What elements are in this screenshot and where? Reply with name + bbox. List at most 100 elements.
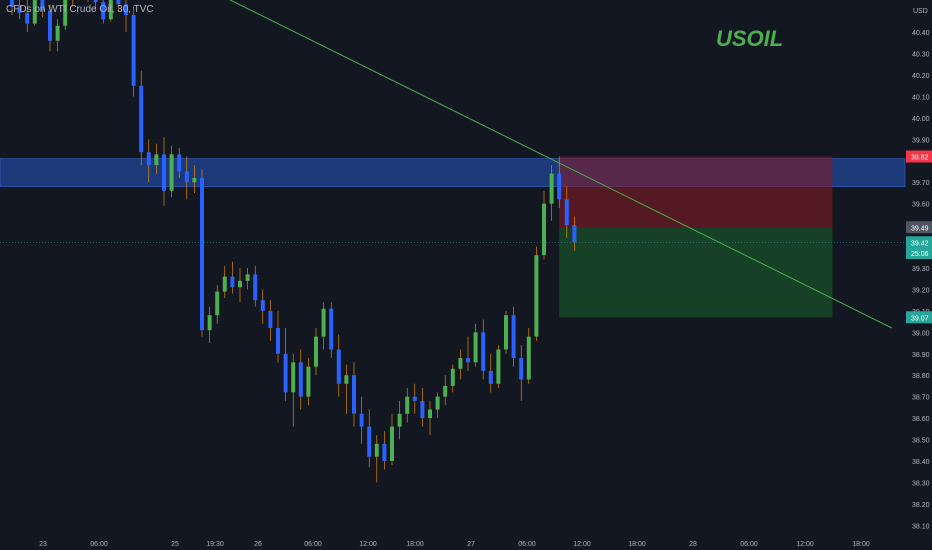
y-tick-label: 39.70 <box>912 180 930 187</box>
candle-body <box>93 0 98 3</box>
y-tick-label: 38.80 <box>912 373 930 380</box>
candle-body <box>177 154 182 172</box>
candle-body <box>215 291 220 316</box>
candle-body <box>367 426 372 457</box>
candle-body <box>382 443 387 461</box>
price-tag-label: 39.82 <box>911 155 929 162</box>
candle-body <box>10 0 14 7</box>
x-tick-label: 25 <box>171 541 179 548</box>
candle-body <box>184 171 189 183</box>
candle-body <box>329 308 334 350</box>
y-tick-label: 40.00 <box>912 116 930 123</box>
candle-body <box>238 280 242 288</box>
candle-body <box>200 177 204 331</box>
candle-body <box>63 0 68 26</box>
candle-body <box>458 358 463 369</box>
price-tag-bg <box>906 236 932 249</box>
candle-body <box>336 349 341 384</box>
candle-body <box>245 274 250 281</box>
price-tag-bg <box>906 311 932 324</box>
candle-body <box>496 349 501 384</box>
candle-body <box>504 315 508 350</box>
candle-body <box>283 353 288 393</box>
x-tick-label: 12:00 <box>573 541 591 548</box>
candle-body <box>374 443 379 457</box>
x-tick-label: 18:00 <box>852 541 870 548</box>
symbol-label: USOIL <box>716 26 784 51</box>
x-tick-label: 06:00 <box>518 541 536 548</box>
y-tick-label: 39.00 <box>912 330 930 337</box>
y-axis: 40.40 40.30 40.20 40.10 40.00 39.90 39.70 39.60… <box>912 30 930 530</box>
price-tag-label: 25:06 <box>911 251 929 258</box>
y-tick-label: 39.20 <box>912 287 930 294</box>
candle-body <box>564 199 569 226</box>
take-profit-area <box>559 227 833 318</box>
x-tick-label: 19:30 <box>206 541 224 548</box>
candle-body <box>534 255 539 337</box>
x-tick-label: 12:00 <box>796 541 814 548</box>
y-tick-label: 39.90 <box>912 137 930 144</box>
y-tick-label: 38.40 <box>912 459 930 466</box>
candle-body <box>48 10 52 41</box>
candle-body <box>32 0 37 24</box>
x-tick-label: 28 <box>689 541 697 548</box>
price-tag-bg <box>906 246 932 259</box>
candle-body <box>154 154 159 166</box>
x-tick-label: 12:00 <box>359 541 377 548</box>
price-tag-label: 39.07 <box>911 315 929 322</box>
candle-body <box>146 152 151 166</box>
candle-body <box>359 413 364 427</box>
currency-label: USD <box>913 8 928 15</box>
candle-body <box>549 173 554 204</box>
y-tick-label: 40.10 <box>912 94 930 101</box>
candles <box>10 0 577 483</box>
candle-body <box>116 0 121 5</box>
y-tick-label: 38.30 <box>912 480 930 487</box>
candle-body <box>298 362 303 397</box>
candle-body <box>162 154 166 191</box>
trend-line <box>229 0 893 329</box>
candle-body <box>230 276 235 288</box>
candle-body <box>412 396 417 401</box>
candle-body <box>40 0 45 11</box>
candle-body <box>321 308 326 337</box>
candle-body <box>420 400 425 419</box>
candle-body <box>276 328 280 354</box>
short-position-tool[interactable] <box>0 156 905 318</box>
candle-body <box>306 366 311 397</box>
candle-body <box>450 368 455 386</box>
y-tick-label: 38.70 <box>912 395 930 402</box>
candle-body <box>124 4 128 16</box>
y-tick-label: 39.30 <box>912 266 930 273</box>
price-tag-label: 39.49 <box>911 225 929 232</box>
candle-body <box>473 332 478 363</box>
x-tick-label: 18:00 <box>628 541 646 548</box>
candle-body <box>481 332 486 371</box>
candle-body <box>405 396 410 414</box>
candle-body <box>131 15 136 86</box>
x-tick-label: 18:00 <box>406 541 424 548</box>
x-axis: 23 06:00 25 19:30 26 06:00 12:00 18:00 27 06:00 12… <box>39 541 870 548</box>
candle-body <box>260 300 265 311</box>
candle-body <box>139 85 144 153</box>
candle-body <box>314 336 318 367</box>
trendline[interactable] <box>200 0 893 329</box>
y-tick-label: 40.20 <box>912 73 930 80</box>
y-tick-label: 39.60 <box>912 202 930 209</box>
candle-body <box>192 177 197 183</box>
y-tick-label: 38.20 <box>912 502 930 509</box>
y-tick-label: 38.90 <box>912 352 930 359</box>
price-tag-label: 39.42 <box>911 240 929 247</box>
candle-body <box>511 315 516 359</box>
y-tick-label: 40.30 <box>912 52 930 59</box>
candle-body <box>222 276 227 292</box>
candle-body <box>488 370 493 384</box>
candle-body <box>25 12 30 24</box>
candle-body <box>344 375 349 384</box>
candle-body <box>390 426 394 461</box>
candle-body <box>519 358 524 380</box>
chart-title: CFDs on WTI Crude Oil, 30, TVC <box>6 4 154 15</box>
y-tick-label: 38.50 <box>912 438 930 445</box>
candle-body <box>542 203 546 256</box>
